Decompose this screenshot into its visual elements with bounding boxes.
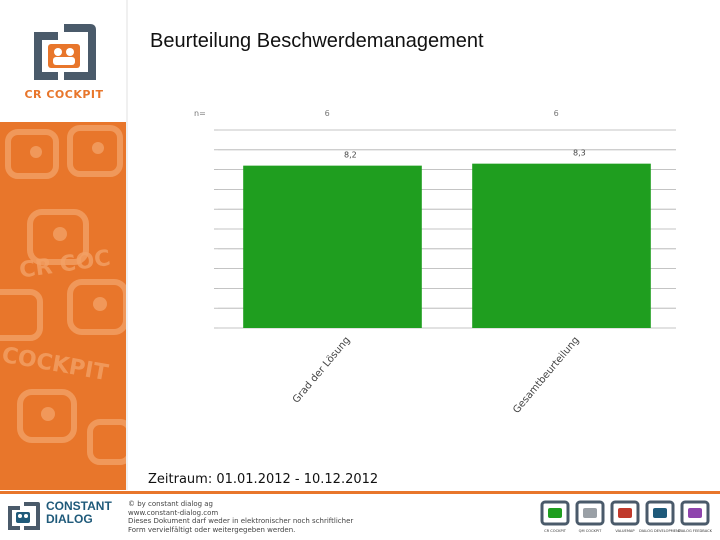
sidebar-divider (126, 0, 128, 490)
sidebar: CR COC COCKPIT CR COCKPIT (0, 0, 128, 490)
product-logos: CR COCKPIT QM COCKPIT VALUEMAP DIALOG DEVEL… (540, 500, 713, 533)
sidebar-pattern: CR COC COCKPIT (0, 125, 128, 465)
period-label: Zeitraum: 01.01.2012 - 10.12.2012 (148, 472, 379, 487)
page-title: Beurteilung Beschwerdemanagement (150, 30, 484, 52)
product-logo-icon: DIALOG DEVELOPMENT (639, 500, 682, 533)
svg-text:QM COCKPIT: QM COCKPIT (579, 529, 603, 533)
svg-text:DIALOG FEEDBACK: DIALOG FEEDBACK (678, 529, 713, 533)
logo-text: CR COCKPIT (24, 88, 104, 101)
constant-dialog-logo-icon (8, 502, 40, 530)
brand-line-1: CONSTANT (46, 499, 112, 513)
legal-line: Dieses Dokument darf weder in elektronis… (128, 517, 354, 525)
bar (243, 165, 422, 328)
footer: CONSTANT DIALOG © by constant dialog ag … (0, 494, 720, 540)
brand-line-2: DIALOG (46, 512, 93, 526)
constant-dialog-brand: CONSTANT DIALOG (46, 500, 112, 526)
svg-text:DIALOG DEVELOPMENT: DIALOG DEVELOPMENT (639, 529, 682, 533)
bar (472, 163, 651, 328)
product-logo-icon: VALUEMAP (610, 500, 640, 533)
legal-notice: © by constant dialog ag www.constant-dia… (128, 500, 353, 534)
svg-text:VALUEMAP: VALUEMAP (615, 529, 635, 533)
legal-line: Form vervielfältigt oder weitergegeben w… (128, 525, 296, 534)
value-label: 8,2 (344, 151, 357, 160)
bar-chart: n= 6 8,2 Grad der Lösung 6 8,3 Gesamtbeurteilu… (194, 109, 676, 416)
n-label: n= (194, 109, 206, 118)
svg-text:COCKPIT: COCKPIT (0, 343, 110, 386)
category-label: Grad der Lösung (291, 335, 353, 406)
product-logo-icon: CR COCKPIT (540, 500, 570, 533)
svg-text:CR COCKPIT: CR COCKPIT (544, 529, 567, 533)
legal-line: © by constant dialog ag (128, 500, 213, 508)
legal-line: www.constant-dialog.com (128, 508, 219, 517)
cr-cockpit-logo-icon (34, 24, 96, 80)
footer-divider (0, 491, 720, 494)
category-label: Gesamtbeurteilung (511, 335, 581, 416)
n-value: 6 (325, 109, 330, 118)
value-label: 8,3 (573, 149, 586, 158)
product-logo-icon: QM COCKPIT (575, 500, 605, 533)
chart-bars (243, 163, 651, 328)
product-logo-icon: DIALOG FEEDBACK (678, 500, 713, 533)
n-value: 6 (554, 109, 559, 118)
